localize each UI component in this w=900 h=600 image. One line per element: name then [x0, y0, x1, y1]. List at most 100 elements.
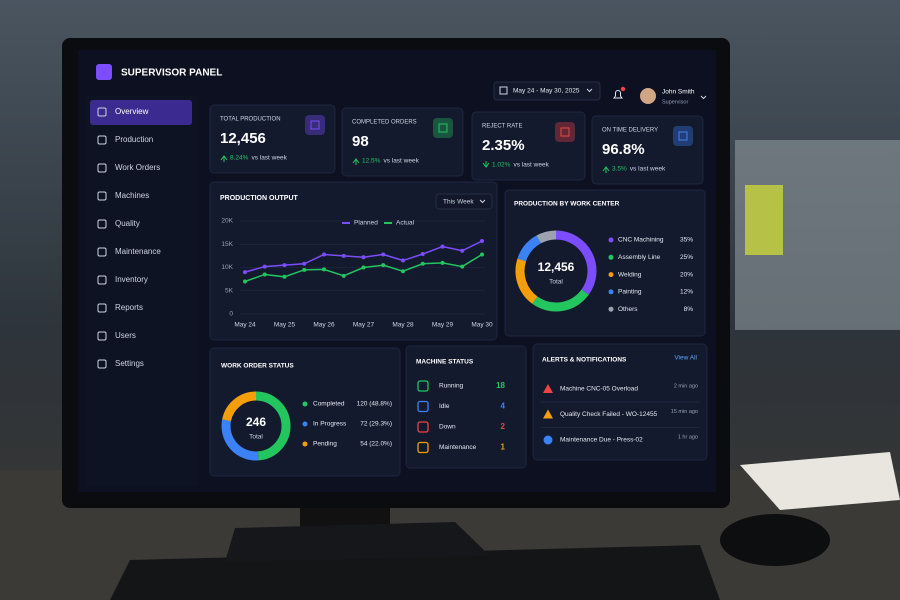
nav-item[interactable]: Settings	[115, 359, 144, 368]
data-point	[361, 255, 366, 260]
legend-label: Completed	[313, 401, 345, 408]
kpi-card	[471, 111, 586, 181]
nav-item[interactable]: Work Orders	[115, 163, 160, 172]
nav-icon	[97, 247, 107, 257]
data-point	[460, 264, 465, 269]
kpi-label: COMPLETED ORDERS	[352, 120, 417, 126]
legend-label: Planned	[354, 220, 378, 227]
data-point	[480, 238, 484, 243]
donut-segment	[532, 289, 589, 312]
status-value: 1	[501, 443, 506, 452]
card-title: MACHINE STATUS	[416, 359, 474, 366]
kpi-note: vs last week	[630, 166, 666, 173]
date-picker[interactable]	[493, 81, 601, 101]
user-role: Supervisor	[662, 99, 688, 105]
kpi-change: 1.02%	[492, 162, 511, 169]
nav-icon	[97, 107, 107, 117]
kpi-arrow	[220, 155, 228, 162]
donut-segment	[555, 230, 597, 295]
chart-title: WORK ORDER STATUS	[221, 363, 294, 370]
legend-label: Actual	[396, 220, 415, 227]
legend-dot	[608, 306, 614, 312]
sidebar	[86, 96, 198, 486]
kpi-note: vs last week	[513, 162, 549, 169]
status-icon	[417, 421, 429, 433]
donut-segment	[222, 391, 257, 422]
legend-dot	[302, 401, 308, 407]
x-tick-label: May 26	[313, 322, 335, 329]
status-label: Running	[439, 383, 464, 390]
nav-item[interactable]: Reports	[115, 303, 143, 312]
legend-label: In Progress	[313, 421, 347, 428]
kpi-label: ON TIME DELIVERY	[602, 128, 658, 134]
data-point	[243, 270, 247, 275]
nav-item[interactable]: Inventory	[115, 275, 148, 284]
kpi-value: 98	[352, 133, 369, 150]
status-card	[405, 345, 527, 469]
kpi-icon-glyph	[678, 131, 688, 141]
data-point	[401, 269, 405, 274]
data-point	[243, 279, 247, 284]
legend-dot	[608, 289, 614, 295]
calendar-icon	[499, 86, 508, 95]
user-chevron	[700, 95, 707, 100]
alert-text[interactable]: Maintenance Due - Press-02	[560, 437, 643, 444]
donut-segment	[515, 258, 538, 304]
nav-item[interactable]: Machines	[115, 191, 149, 200]
data-point	[322, 252, 326, 257]
alert-text[interactable]: Quality Check Failed - WO-12455	[560, 411, 658, 418]
legend-dot	[608, 272, 614, 278]
data-point	[262, 272, 267, 277]
y-tick-label: 15K	[221, 241, 233, 248]
donut-total-label: Total	[549, 279, 563, 286]
nav-icon	[97, 303, 107, 313]
nav-item[interactable]: Maintenance	[115, 247, 161, 256]
alert-icon	[543, 435, 553, 445]
chart-card	[209, 347, 401, 477]
kpi-arrow	[602, 166, 610, 173]
x-tick-label: May 28	[392, 322, 414, 329]
chart-card	[504, 189, 706, 337]
alert-icon	[543, 409, 553, 419]
kpi-icon-glyph	[560, 127, 570, 137]
value-label: 120 (48.8%)	[357, 401, 392, 408]
nav-icon	[97, 331, 107, 341]
kpi-icon	[555, 122, 575, 142]
alert-text[interactable]: Machine CNC-05 Overload	[560, 386, 638, 393]
filter-select[interactable]	[435, 193, 493, 210]
x-tick-label: May 25	[274, 322, 296, 329]
legend-dot	[608, 254, 614, 260]
logo	[96, 64, 112, 80]
y-tick-label: 5K	[225, 287, 234, 294]
kpi-note: vs last week	[251, 155, 287, 162]
nav-item[interactable]: Production	[115, 135, 153, 144]
legend-label: Painting	[618, 289, 642, 296]
data-point	[302, 267, 307, 272]
kpi-note: vs last week	[383, 158, 419, 165]
nav-item[interactable]: Overview	[115, 107, 149, 116]
kpi-label: REJECT RATE	[482, 124, 522, 130]
alert-time: 1 hr ago	[678, 434, 698, 440]
filter-chevron	[479, 199, 486, 204]
legend-dot	[302, 441, 308, 447]
nav-item[interactable]: Users	[115, 331, 136, 340]
value-label: 25%	[680, 254, 693, 261]
kpi-change: 8.24%	[230, 155, 249, 162]
data-point	[361, 265, 366, 270]
kpi-change: 3.5%	[612, 166, 627, 173]
nav-item[interactable]: Quality	[115, 219, 140, 228]
legend-label: CNC Machining	[618, 237, 664, 244]
value-label: 8%	[684, 306, 694, 313]
status-value: 2	[501, 422, 506, 431]
data-point	[420, 261, 425, 266]
kpi-change: 12.5%	[362, 158, 381, 165]
status-value: 4	[501, 402, 506, 411]
kpi-icon	[305, 115, 325, 135]
chart-card	[209, 181, 498, 341]
view-all-link[interactable]: View All	[674, 355, 697, 362]
data-point	[341, 273, 346, 278]
nav-icon	[97, 219, 107, 229]
bell-icon[interactable]	[613, 90, 623, 99]
data-point	[460, 248, 465, 253]
status-label: Maintenance	[439, 444, 477, 451]
